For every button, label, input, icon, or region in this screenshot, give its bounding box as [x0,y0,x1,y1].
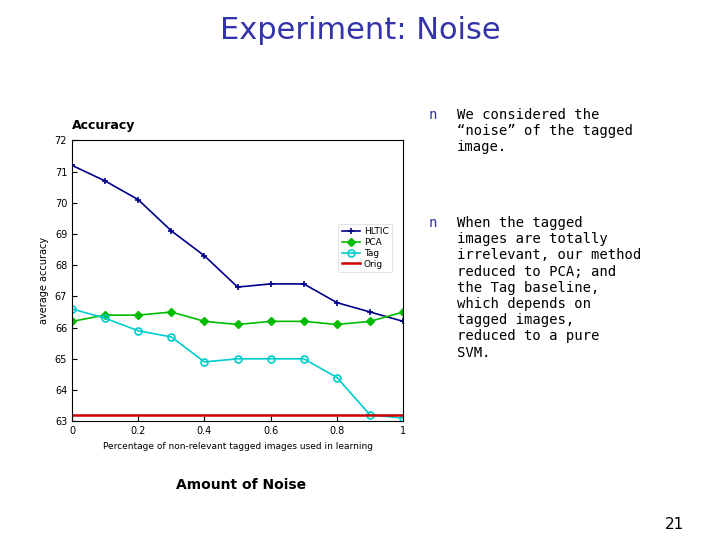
Tag [167,334,176,340]
HLTIC [101,178,109,184]
Orig [366,411,374,418]
Tag [266,355,275,362]
Text: Accuracy: Accuracy [72,119,135,132]
HLTIC [68,162,76,168]
Text: We considered the
“noise” of the tagged
image.: We considered the “noise” of the tagged … [457,108,633,154]
Line: HLTIC: HLTIC [68,162,407,325]
Tag [333,374,341,381]
PCA [233,321,242,328]
Orig [134,411,143,418]
Tag [134,327,143,334]
PCA [101,312,109,319]
PCA [200,318,209,325]
Text: n: n [428,108,437,122]
Orig [333,411,341,418]
Text: 21: 21 [665,517,684,532]
Orig [266,411,275,418]
PCA [266,318,275,325]
Orig [167,411,176,418]
Line: Tag: Tag [68,306,407,422]
Orig [68,411,76,418]
Y-axis label: average accuracy: average accuracy [39,237,49,325]
PCA [333,321,341,328]
Tag [101,315,109,321]
Legend: HLTIC, PCA, Tag, Orig: HLTIC, PCA, Tag, Orig [338,224,392,272]
Text: n: n [428,216,437,230]
HLTIC [167,228,176,234]
PCA [399,309,408,315]
PCA [68,318,76,325]
Tag [233,355,242,362]
Tag [200,359,209,365]
Text: Amount of Noise: Amount of Noise [176,478,306,492]
HLTIC [366,309,374,315]
Line: PCA: PCA [69,309,406,327]
Tag [366,411,374,418]
Tag [300,355,308,362]
PCA [134,312,143,319]
HLTIC [266,281,275,287]
X-axis label: Percentage of non-relevant tagged images used in learning: Percentage of non-relevant tagged images… [103,442,373,450]
Orig [233,411,242,418]
Orig [399,411,408,418]
Tag [68,306,76,312]
PCA [167,309,176,315]
HLTIC [399,318,408,325]
HLTIC [134,197,143,203]
HLTIC [200,253,209,259]
Orig [300,411,308,418]
Text: Experiment: Noise: Experiment: Noise [220,16,500,45]
HLTIC [233,284,242,291]
PCA [300,318,308,325]
HLTIC [300,281,308,287]
Tag [399,415,408,421]
Orig [200,411,209,418]
Text: When the tagged
images are totally
irrelevant, our method
reduced to PCA; and
th: When the tagged images are totally irrel… [457,216,642,360]
Orig [101,411,109,418]
HLTIC [333,299,341,306]
PCA [366,318,374,325]
